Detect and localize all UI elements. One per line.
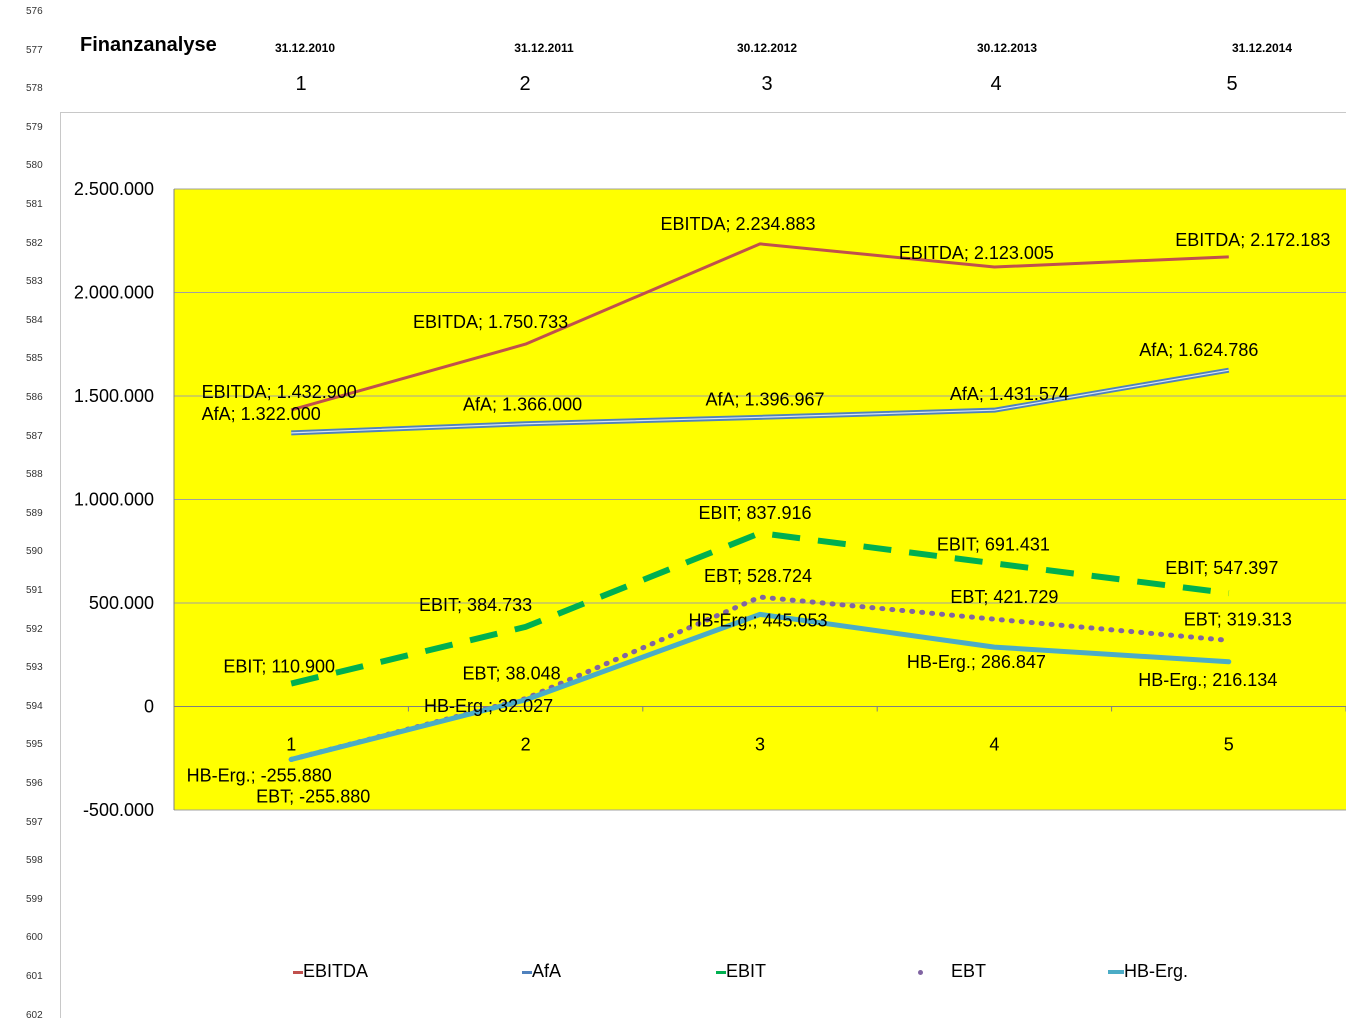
data-label: AfA; 1.431.574 <box>950 384 1069 404</box>
x-tick-label: 2 <box>521 735 531 755</box>
row-number: 586 <box>26 392 43 403</box>
legend-label: EBITDA <box>303 961 369 981</box>
data-label: EBIT; 691.431 <box>937 534 1050 554</box>
data-label: EBT; 319.313 <box>1184 609 1292 629</box>
data-label: EBITDA; 2.234.883 <box>660 214 815 234</box>
series-line-hberg <box>288 611 1232 762</box>
series-line-ebit <box>290 530 1230 687</box>
data-label: EBIT; 384.733 <box>419 595 532 615</box>
data-label: EBIT; 110.900 <box>223 657 335 677</box>
row-number: 587 <box>26 430 43 442</box>
legend-item: EBITDA <box>293 961 368 982</box>
index-label: 1 <box>295 73 307 95</box>
date-label: 30.12.2012 <box>736 41 798 55</box>
row-number: 583 <box>26 276 43 288</box>
series-line-inner-afa <box>291 369 1229 434</box>
x-tick-label: 5 <box>1224 735 1234 755</box>
row-number: 601 <box>26 971 43 982</box>
legend-item: EBIT <box>716 961 766 982</box>
data-label: HB-Erg.; -255.880 <box>187 765 332 785</box>
data-label: EBITDA; 1.432.900 <box>202 382 357 402</box>
row-number: 593 <box>26 662 43 674</box>
legend-swatch <box>1108 970 1124 975</box>
row-number: 594 <box>26 700 43 712</box>
index-label: 4 <box>990 73 1002 95</box>
data-label: AfA; 1.366.000 <box>463 395 582 415</box>
index-label: 3 <box>761 73 773 95</box>
row-number: 577 <box>26 44 43 56</box>
data-label: HB-Erg.; 216.134 <box>1138 670 1277 690</box>
row-number: 600 <box>26 932 43 944</box>
row-number: 598 <box>26 855 43 867</box>
data-label: EBITDA; 1.750.733 <box>413 312 568 332</box>
legend-item: EBT <box>918 961 986 982</box>
y-tick-label: 1.500.000 <box>74 386 154 406</box>
data-label: EBIT; 837.916 <box>698 503 811 523</box>
sheet-horizontal-gridline <box>60 112 1346 113</box>
date-label: 30.12.2013 <box>976 41 1038 55</box>
y-tick-label: 0 <box>144 697 154 717</box>
row-number: 588 <box>26 469 43 481</box>
row-number: 578 <box>26 83 43 95</box>
data-label: EBITDA; 2.172.183 <box>1175 230 1330 250</box>
row-number: 596 <box>26 778 43 789</box>
data-label: EBITDA; 2.123.005 <box>899 243 1054 263</box>
data-label: HB-Erg.; 286.847 <box>907 652 1046 672</box>
x-tick-label: 4 <box>989 735 999 755</box>
row-number: 602 <box>26 1009 43 1021</box>
legend-swatch <box>918 969 923 975</box>
index-label: 5 <box>1226 73 1238 95</box>
data-label: AfA; 1.322.000 <box>202 404 321 424</box>
row-number: 599 <box>26 893 43 905</box>
row-number: 584 <box>26 314 43 326</box>
y-tick-label: 2.000.000 <box>74 283 154 303</box>
legend-item: AfA <box>522 961 561 982</box>
row-number: 576 <box>26 6 43 17</box>
data-label: EBT; 528.724 <box>704 566 812 586</box>
data-label: HB-Erg.; 32.027 <box>424 696 553 716</box>
row-number: 592 <box>26 623 43 635</box>
row-number: 582 <box>26 237 43 249</box>
legend-swatch <box>522 970 532 974</box>
row-number: 595 <box>26 739 43 751</box>
legend-label: HB-Erg. <box>1124 961 1189 981</box>
index-label: 2 <box>519 73 531 95</box>
row-number: 590 <box>26 546 43 558</box>
data-label: EBT; 38.048 <box>463 664 561 684</box>
data-label: EBIT; 547.397 <box>1165 558 1278 578</box>
row-number: 580 <box>26 160 43 172</box>
row-number: 585 <box>26 353 43 365</box>
series-line-ebitda <box>290 242 1229 412</box>
date-label: 31.12.2011 <box>514 41 574 55</box>
row-number: 581 <box>26 199 43 210</box>
row-number: 597 <box>26 816 43 828</box>
sheet-vertical-gridline <box>60 112 61 1018</box>
y-tick-label: -500.000 <box>83 800 154 820</box>
y-tick-label: 1.000.000 <box>74 490 154 510</box>
data-label: HB-Erg.; 445.053 <box>688 610 827 630</box>
legend-swatch <box>716 970 726 974</box>
row-number: 589 <box>26 507 43 519</box>
data-label: EBT; 421.729 <box>950 587 1058 607</box>
data-label: AfA; 1.396.967 <box>705 389 824 409</box>
y-tick-label: 500.000 <box>89 593 154 613</box>
row-number: 579 <box>26 121 43 133</box>
legend-label: EBIT <box>726 961 767 981</box>
data-label: AfA; 1.624.786 <box>1139 340 1258 360</box>
data-label: EBT; -255.880 <box>256 786 370 806</box>
legend-label: EBT <box>951 961 987 981</box>
legend-label: AfA <box>532 961 562 981</box>
x-tick-label: 3 <box>755 735 765 755</box>
date-label: 31.12.2014 <box>1231 41 1293 55</box>
x-tick-label: 1 <box>286 735 296 755</box>
page-title: Finanzanalyse <box>80 34 217 56</box>
date-label: 31.12.2010 <box>274 41 336 55</box>
legend-item: HB-Erg. <box>1108 961 1188 982</box>
y-tick-label: 2.500.000 <box>74 179 154 199</box>
legend-swatch <box>293 970 303 974</box>
row-number: 591 <box>26 585 43 596</box>
